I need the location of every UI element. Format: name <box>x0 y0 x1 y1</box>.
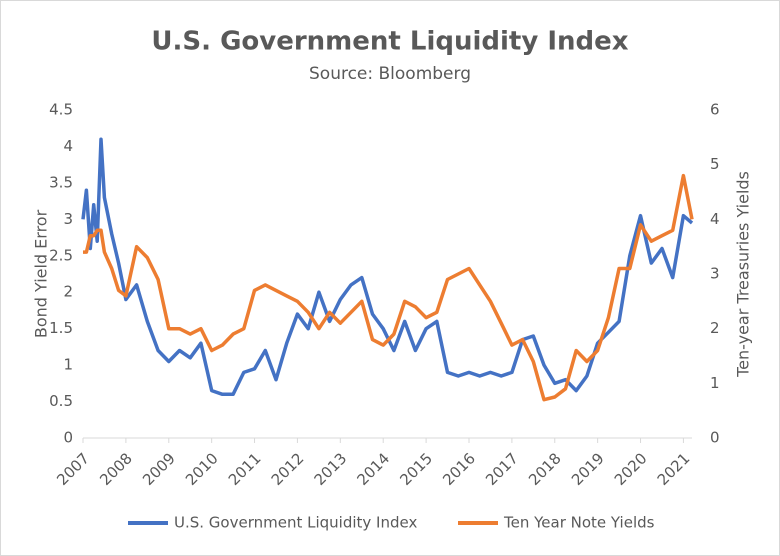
y-tick-label: 3.5 <box>49 173 73 191</box>
series-line <box>81 137 694 397</box>
y-axis-label: Bond Yield Error <box>32 209 51 338</box>
y2-tick-label: 4 <box>710 210 720 228</box>
y-tick-label: 2.5 <box>49 246 73 264</box>
y2-axis-label: Ten-year Treasuries Yields <box>734 171 753 378</box>
y2-tick-label: 5 <box>710 155 720 173</box>
y2-tick-label: 3 <box>710 265 720 283</box>
y2-tick-label: 2 <box>710 319 720 337</box>
y-tick-label: 0.5 <box>49 392 73 410</box>
y2-tick-label: 6 <box>710 101 720 119</box>
y-tick-label: 4 <box>63 137 73 155</box>
y-tick-label: 3 <box>63 210 73 228</box>
y-tick-label: 0 <box>63 429 73 447</box>
series-line <box>83 173 694 402</box>
legend-label: Ten Year Note Yields <box>503 514 655 532</box>
y2-tick-label: 0 <box>710 429 720 447</box>
y2-tick-label: 1 <box>710 374 720 392</box>
y-tick-label: 4.5 <box>49 101 73 119</box>
legend-label: U.S. Government Liquidity Index <box>174 514 417 532</box>
y-tick-label: 2 <box>63 283 73 301</box>
chart-subtitle: Source: Bloomberg <box>309 64 471 84</box>
chart-title: U.S. Government Liquidity Index <box>151 27 628 57</box>
y-tick-label: 1 <box>63 356 73 374</box>
y-tick-label: 1.5 <box>49 319 73 337</box>
